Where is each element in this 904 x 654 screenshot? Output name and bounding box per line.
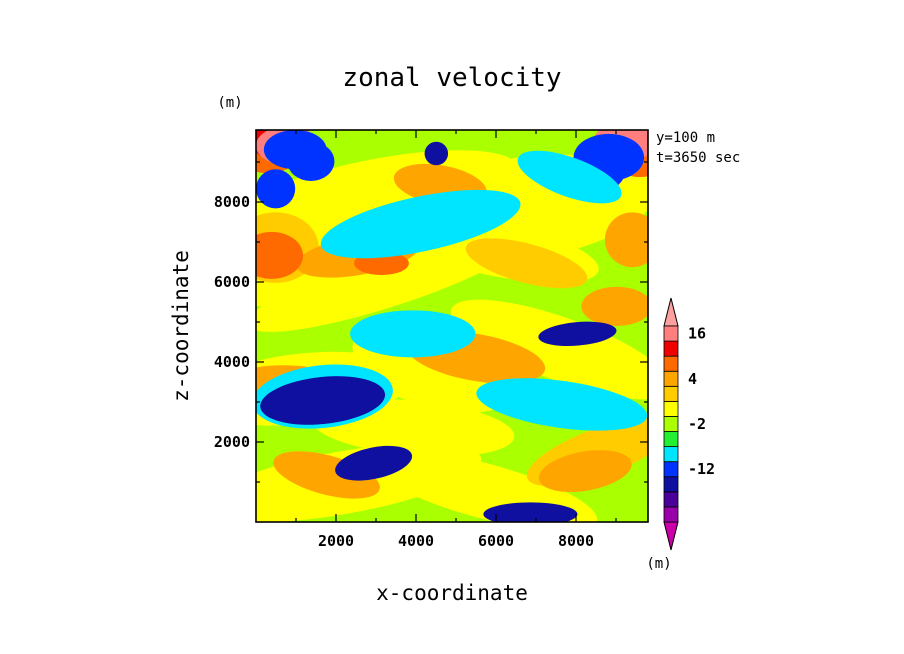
y-tick-label: 4000 [214,353,250,371]
y-tick-label: 8000 [214,193,250,211]
contour-region [320,189,521,259]
colorbar-swatch [663,461,679,478]
x-axis-label: x-coordinate [376,581,528,605]
y-axis-unit: (m) [217,95,242,111]
chart-title: zonal velocity [342,63,561,93]
contour-region [476,378,648,431]
colorbar-swatch [663,400,679,417]
y-axis-label: z-coordinate [169,250,193,402]
y-tick-label: 2000 [214,433,250,451]
contour-region [604,212,648,268]
contour-field [256,130,648,522]
colorbar-swatch [663,385,679,402]
contour-region [256,169,296,209]
contour-region [483,502,578,522]
contour-region [273,451,380,499]
x-tick-label: 4000 [398,532,434,550]
contour-region [517,150,622,204]
colorbar-swatch [663,491,679,508]
y-tick-label: 6000 [214,273,250,291]
contour-region [538,321,617,347]
colorbar-top-arrow [663,297,679,327]
colorbar-tick-label: -2 [688,415,706,433]
colorbar-swatch [663,431,679,448]
contour-region [335,445,413,481]
colorbar-swatch [663,506,679,523]
contour-region [465,238,588,289]
colorbar-swatch [663,370,679,387]
contour-region [450,299,648,400]
contour-region [581,286,648,326]
annotation-y: y=100 m [656,130,715,146]
contour-region [350,310,476,358]
contour-region [538,450,632,492]
colorbar-swatch [663,325,679,342]
x-tick-label: 2000 [318,532,354,550]
contour-region [287,141,335,181]
axes: 2000 4000 6000 8000 2000 4000 6000 8000 [214,129,649,550]
colorbar-swatch [663,355,679,372]
annotation-t: t=3650 sec [656,150,740,166]
colorbar-tick-label: 4 [688,370,697,388]
colorbar-swatch [663,476,679,493]
colorbar: 16 4 -2 -12 [663,297,715,551]
colorbar-bottom-arrow [663,521,679,551]
plot-area [256,130,648,522]
colorbar-swatch [663,416,679,432]
contour-region [260,376,386,425]
colorbar-swatch [663,446,679,463]
colorbar-unit: (m) [646,556,671,572]
x-tick-label: 6000 [478,532,514,550]
colorbar-swatch [663,340,679,357]
colorbar-tick-label: 16 [688,325,706,343]
contour-region [256,231,304,279]
colorbar-tick-label: -12 [688,460,715,478]
contour-region [424,141,449,166]
x-tick-label: 8000 [558,532,594,550]
plot-frame [255,129,649,523]
